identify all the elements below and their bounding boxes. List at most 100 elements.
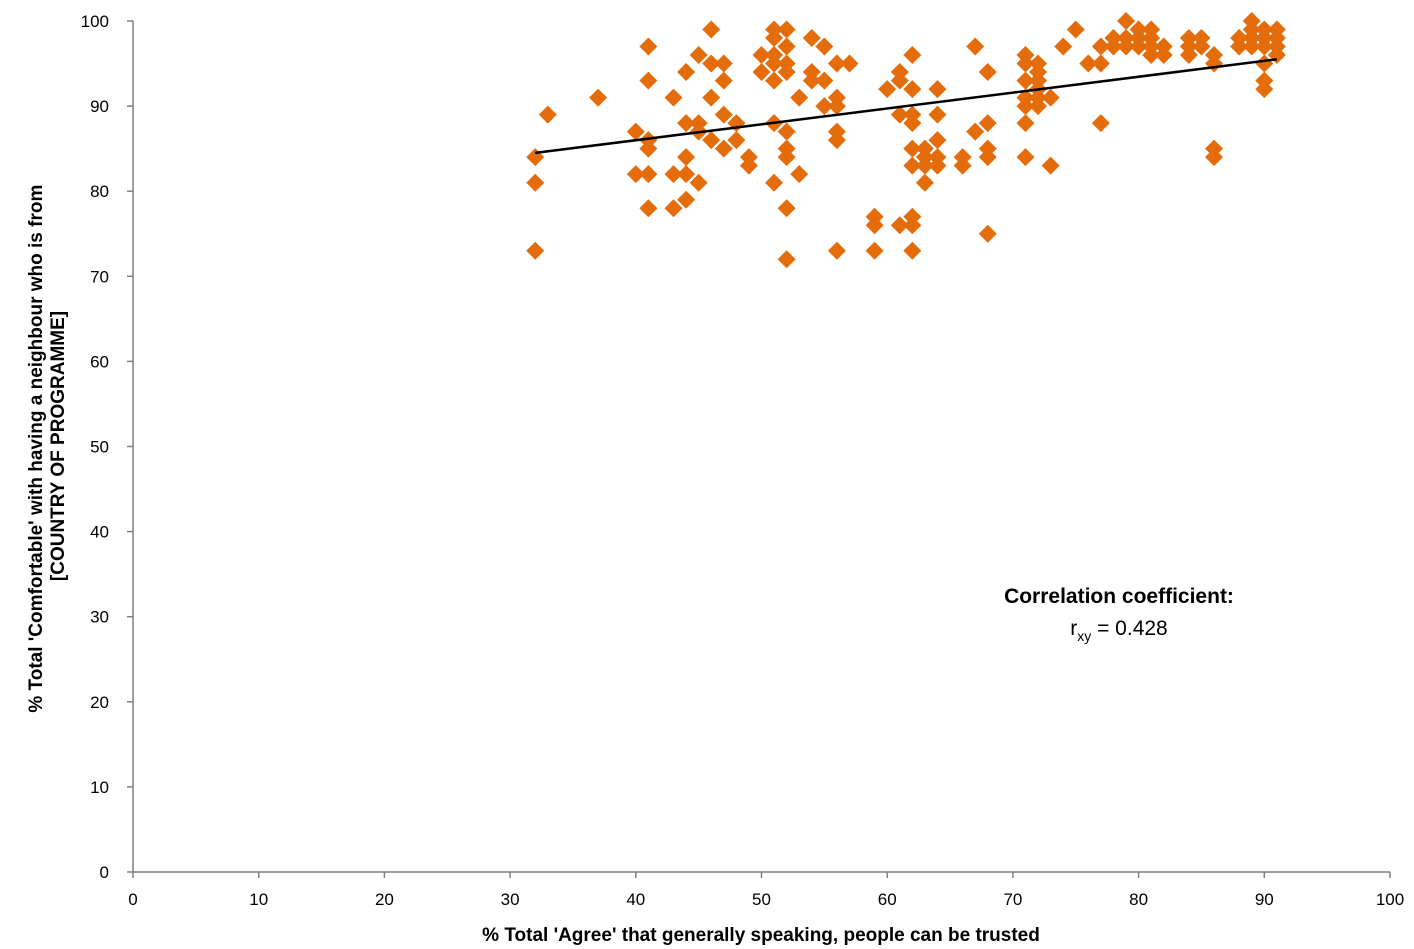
data-point	[1016, 71, 1035, 90]
data-point	[639, 71, 658, 90]
axes: 0 10 20 30 40 50 60 70 80 90 100 0 10 20 30 40 50 60 70 80…	[81, 12, 1405, 909]
data-point	[526, 241, 545, 260]
x-tick-label: 30	[501, 890, 520, 909]
data-point	[752, 63, 771, 82]
data-point	[538, 105, 557, 124]
data-point	[1205, 54, 1224, 73]
data-point	[903, 156, 922, 175]
data-point	[1016, 54, 1035, 73]
data-point	[765, 71, 784, 90]
data-point	[1016, 97, 1035, 116]
x-tick-label: 60	[878, 890, 897, 909]
data-point	[865, 241, 884, 260]
y-tick-label: 100	[81, 12, 109, 31]
data-point	[689, 173, 708, 192]
data-point	[928, 131, 947, 150]
data-point	[827, 97, 846, 116]
data-point	[1104, 37, 1123, 56]
data-points	[526, 12, 1286, 269]
data-point	[752, 46, 771, 65]
y-ticks: 0 10 20 30 40 50 60 70 80 90 100	[81, 12, 133, 882]
data-point	[903, 80, 922, 99]
data-point	[677, 63, 696, 82]
data-point	[915, 173, 934, 192]
data-point	[664, 199, 683, 218]
data-point	[953, 156, 972, 175]
data-point	[1091, 54, 1110, 73]
data-point	[702, 131, 721, 150]
correlation-number: = 0.428	[1091, 617, 1167, 640]
data-point	[903, 216, 922, 235]
data-point	[765, 173, 784, 192]
data-point	[928, 105, 947, 124]
data-point	[1129, 37, 1148, 56]
x-tick-label: 90	[1255, 890, 1274, 909]
correlation-subscript: xy	[1077, 628, 1091, 644]
data-point	[827, 241, 846, 260]
data-point	[1255, 80, 1274, 99]
x-tick-label: 100	[1376, 890, 1404, 909]
data-point	[714, 54, 733, 73]
data-point	[1179, 46, 1198, 65]
data-point	[840, 54, 859, 73]
x-axis-title: % Total 'Agree' that generally speaking,…	[482, 925, 1040, 946]
data-point	[1154, 46, 1173, 65]
data-point	[1192, 37, 1211, 56]
data-point	[915, 156, 934, 175]
data-point	[1255, 37, 1274, 56]
y-tick-label: 50	[90, 438, 109, 457]
data-point	[827, 131, 846, 150]
data-point	[639, 199, 658, 218]
y-tick-label: 40	[90, 523, 109, 542]
data-point	[1117, 12, 1136, 30]
data-point	[677, 114, 696, 133]
data-point	[802, 29, 821, 48]
data-point	[890, 216, 909, 235]
data-point	[1079, 54, 1098, 73]
data-point	[765, 54, 784, 73]
data-point	[815, 71, 834, 90]
data-point	[714, 71, 733, 90]
data-point	[966, 37, 985, 56]
data-point	[1041, 88, 1060, 107]
data-point	[1205, 148, 1224, 167]
data-point	[714, 139, 733, 158]
data-point	[878, 80, 897, 99]
data-point	[639, 37, 658, 56]
data-point	[689, 46, 708, 65]
data-point	[1041, 156, 1060, 175]
data-point	[790, 165, 809, 184]
data-point	[865, 216, 884, 235]
x-tick-label: 0	[128, 890, 137, 909]
data-point	[827, 54, 846, 73]
y-tick-label: 20	[90, 693, 109, 712]
data-point	[677, 165, 696, 184]
data-point	[928, 156, 947, 175]
data-point	[664, 165, 683, 184]
correlation-title: Correlation coefficient:	[1004, 585, 1234, 608]
correlation-annotation: Correlation coefficient: rxy = 0.428	[1004, 585, 1234, 644]
data-point	[978, 63, 997, 82]
y-tick-label: 0	[100, 863, 109, 882]
data-point	[890, 105, 909, 124]
data-point	[777, 37, 796, 56]
data-point	[777, 148, 796, 167]
y-tick-label: 90	[90, 97, 109, 116]
data-point	[1029, 97, 1048, 116]
data-point	[702, 54, 721, 73]
data-point	[1255, 54, 1274, 73]
y-tick-label: 30	[90, 608, 109, 627]
data-point	[727, 131, 746, 150]
y-axis-title-line-2: [COUNTRY OF PROGRAMME]	[48, 311, 69, 581]
data-point	[1242, 37, 1261, 56]
data-point	[777, 122, 796, 141]
data-point	[777, 20, 796, 39]
data-point	[677, 148, 696, 167]
data-point	[626, 122, 645, 141]
x-tick-label: 40	[626, 890, 645, 909]
data-point	[777, 199, 796, 218]
data-point	[1230, 37, 1249, 56]
data-point	[739, 156, 758, 175]
x-tick-label: 70	[1003, 890, 1022, 909]
